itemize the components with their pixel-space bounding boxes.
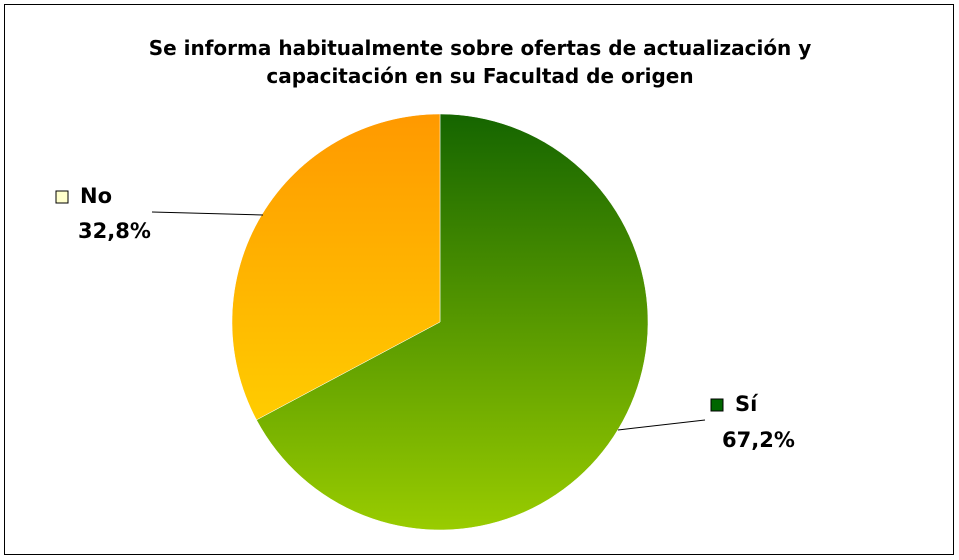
leader-line [617, 419, 706, 431]
legend-marker [55, 190, 69, 204]
slice-label: No [80, 184, 112, 208]
value-label: 32,8% [78, 219, 151, 243]
value-label: 67,2% [722, 428, 795, 452]
slice-label: Sí [735, 392, 759, 416]
leader-line [151, 211, 264, 216]
legend-marker [710, 398, 724, 412]
chart-title: Se informa habitualmente sobre ofertas d… [148, 36, 812, 88]
pie-slice [256, 113, 649, 531]
chart-frame [4, 4, 954, 555]
